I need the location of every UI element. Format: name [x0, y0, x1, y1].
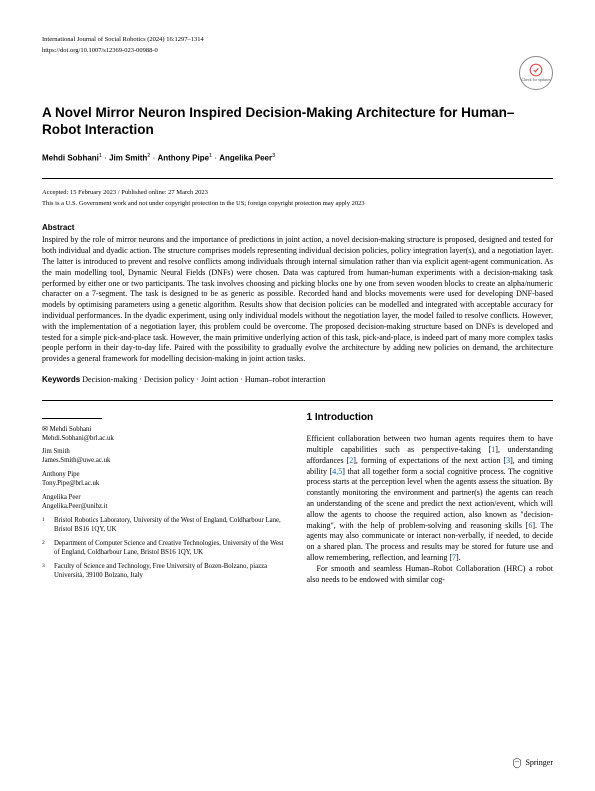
crossmark-icon [529, 63, 543, 77]
check-updates-badge[interactable]: Check for updates [519, 56, 553, 90]
citation-link[interactable]: 7 [452, 553, 456, 562]
citation-link[interactable]: 1 [491, 445, 495, 454]
section-heading: 1 Introduction [307, 411, 554, 425]
contact-item: ✉ Mehdi SobhaniMehdi.Sobhani@brl.ac.uk [42, 425, 289, 444]
publisher-footer: Springer [512, 757, 553, 769]
citation-link[interactable]: 2 [349, 456, 353, 465]
intro-paragraph: Efficient collaboration between two huma… [307, 434, 554, 564]
citation-link[interactable]: 6 [528, 521, 532, 530]
affiliation-number: 1 [42, 517, 48, 535]
affiliation-item: 1 Bristol Robotics Laboratory, Universit… [42, 517, 289, 535]
copyright-line: This is a U.S. Government work and not u… [42, 200, 553, 209]
springer-icon [512, 757, 522, 769]
divider [42, 400, 553, 401]
keywords-line: Keywords Decision-making · Decision poli… [42, 375, 553, 386]
affiliation-number: 2 [42, 540, 48, 558]
dates-line: Accepted: 15 February 2023 / Published o… [42, 189, 553, 198]
publisher-name: Springer [525, 758, 553, 769]
contact-block: ✉ Mehdi SobhaniMehdi.Sobhani@brl.ac.uk J… [42, 418, 289, 586]
envelope-icon: ✉ [42, 425, 48, 433]
keywords-values: Decision-making · Decision policy · Join… [82, 375, 325, 384]
doi-link[interactable]: https://doi.org/10.1007/s12369-023-00988… [42, 47, 553, 56]
abstract-heading: Abstract [42, 223, 553, 234]
keywords-label: Keywords [42, 375, 80, 384]
contact-item: Angelika PeerAngelika.Peer@unibz.it [42, 494, 289, 512]
contact-divider [42, 418, 102, 419]
citation-link[interactable]: 3 [506, 456, 510, 465]
affiliation-item: 2 Department of Computer Science and Cre… [42, 540, 289, 558]
abstract-text: Inspired by the role of mirror neurons a… [42, 235, 553, 365]
contact-item: Jim SmithJames.Smith@uwe.ac.uk [42, 448, 289, 466]
intro-text: Efficient collaboration between two huma… [307, 434, 554, 585]
journal-name: International Journal of Social Robotics… [42, 36, 204, 45]
author-list: Mehdi Sobhani1 · Jim Smith2 · Anthony Pi… [42, 153, 553, 164]
affiliation-item: 3 Faculty of Science and Technology, Fre… [42, 563, 289, 581]
divider [42, 178, 553, 179]
contact-item: Anthony PipeTony.Pipe@brl.ac.uk [42, 471, 289, 489]
affiliation-text: Department of Computer Science and Creat… [54, 540, 289, 558]
affiliation-text: Faculty of Science and Technology, Free … [54, 563, 289, 581]
affiliation-number: 3 [42, 563, 48, 581]
intro-paragraph: For smooth and seamless Human–Robot Coll… [307, 564, 554, 586]
article-title: A Novel Mirror Neuron Inspired Decision-… [42, 104, 553, 139]
check-updates-label: Check for updates [521, 77, 550, 82]
affiliation-text: Bristol Robotics Laboratory, University … [54, 517, 289, 535]
citation-link[interactable]: 4,5 [332, 467, 342, 476]
